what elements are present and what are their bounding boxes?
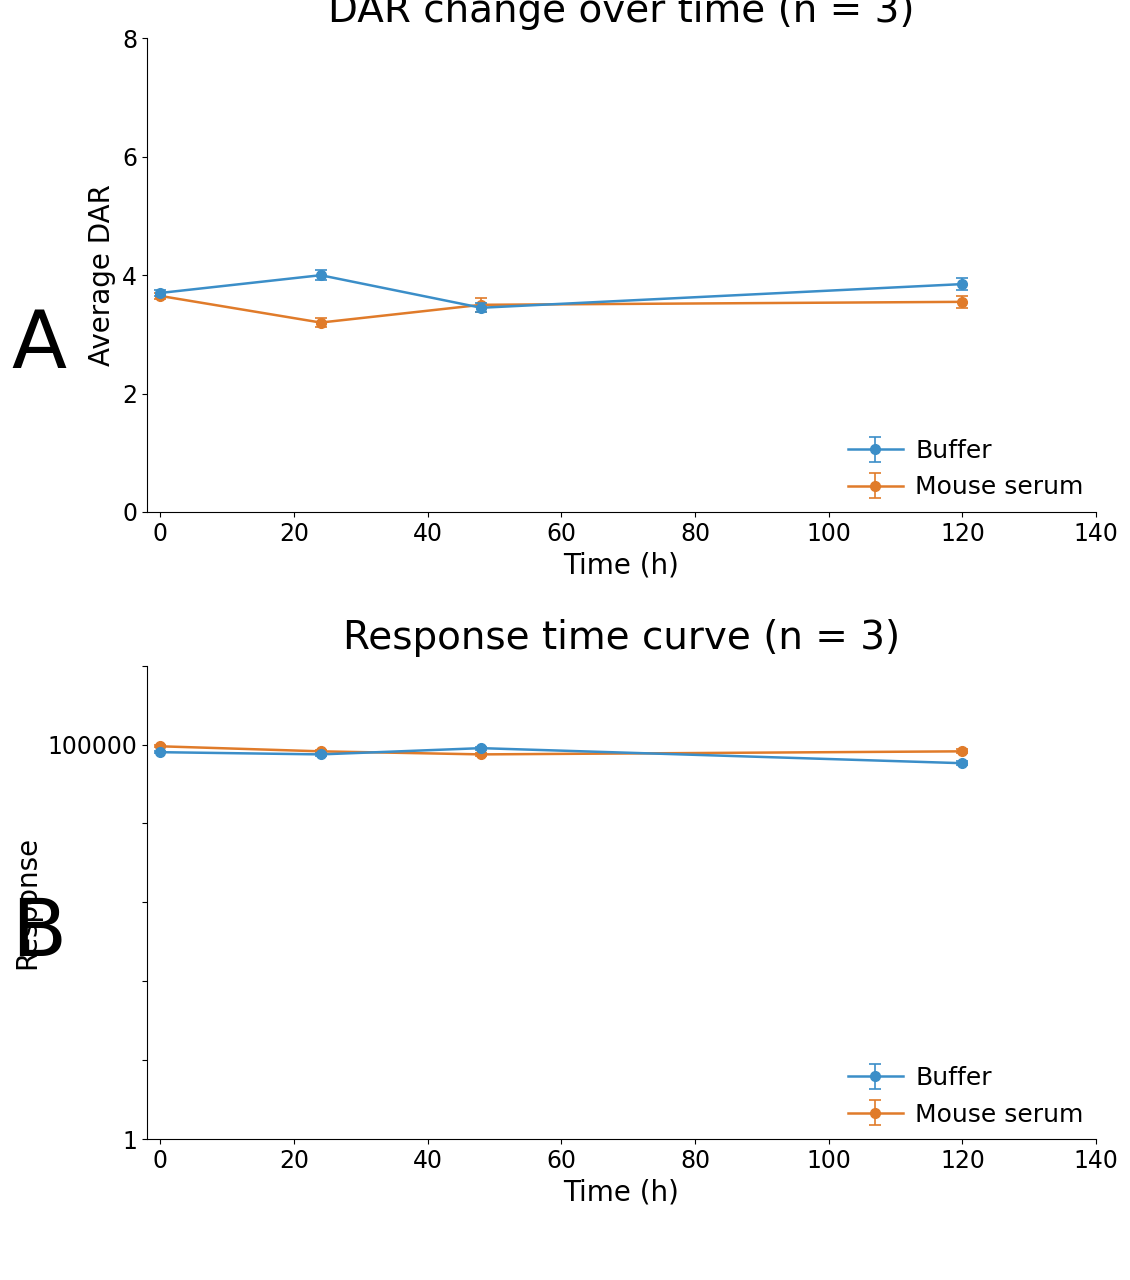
- Title: DAR change over time (n = 3): DAR change over time (n = 3): [328, 0, 915, 29]
- X-axis label: Time (h): Time (h): [564, 552, 679, 580]
- Y-axis label: Response: Response: [14, 836, 42, 969]
- Title: Response time curve (n = 3): Response time curve (n = 3): [342, 620, 901, 657]
- Text: B: B: [11, 896, 67, 973]
- Legend: Buffer, Mouse serum: Buffer, Mouse serum: [848, 1066, 1084, 1126]
- Legend: Buffer, Mouse serum: Buffer, Mouse serum: [848, 439, 1084, 499]
- Text: A: A: [11, 307, 67, 384]
- X-axis label: Time (h): Time (h): [564, 1179, 679, 1207]
- Y-axis label: Average DAR: Average DAR: [88, 184, 116, 366]
